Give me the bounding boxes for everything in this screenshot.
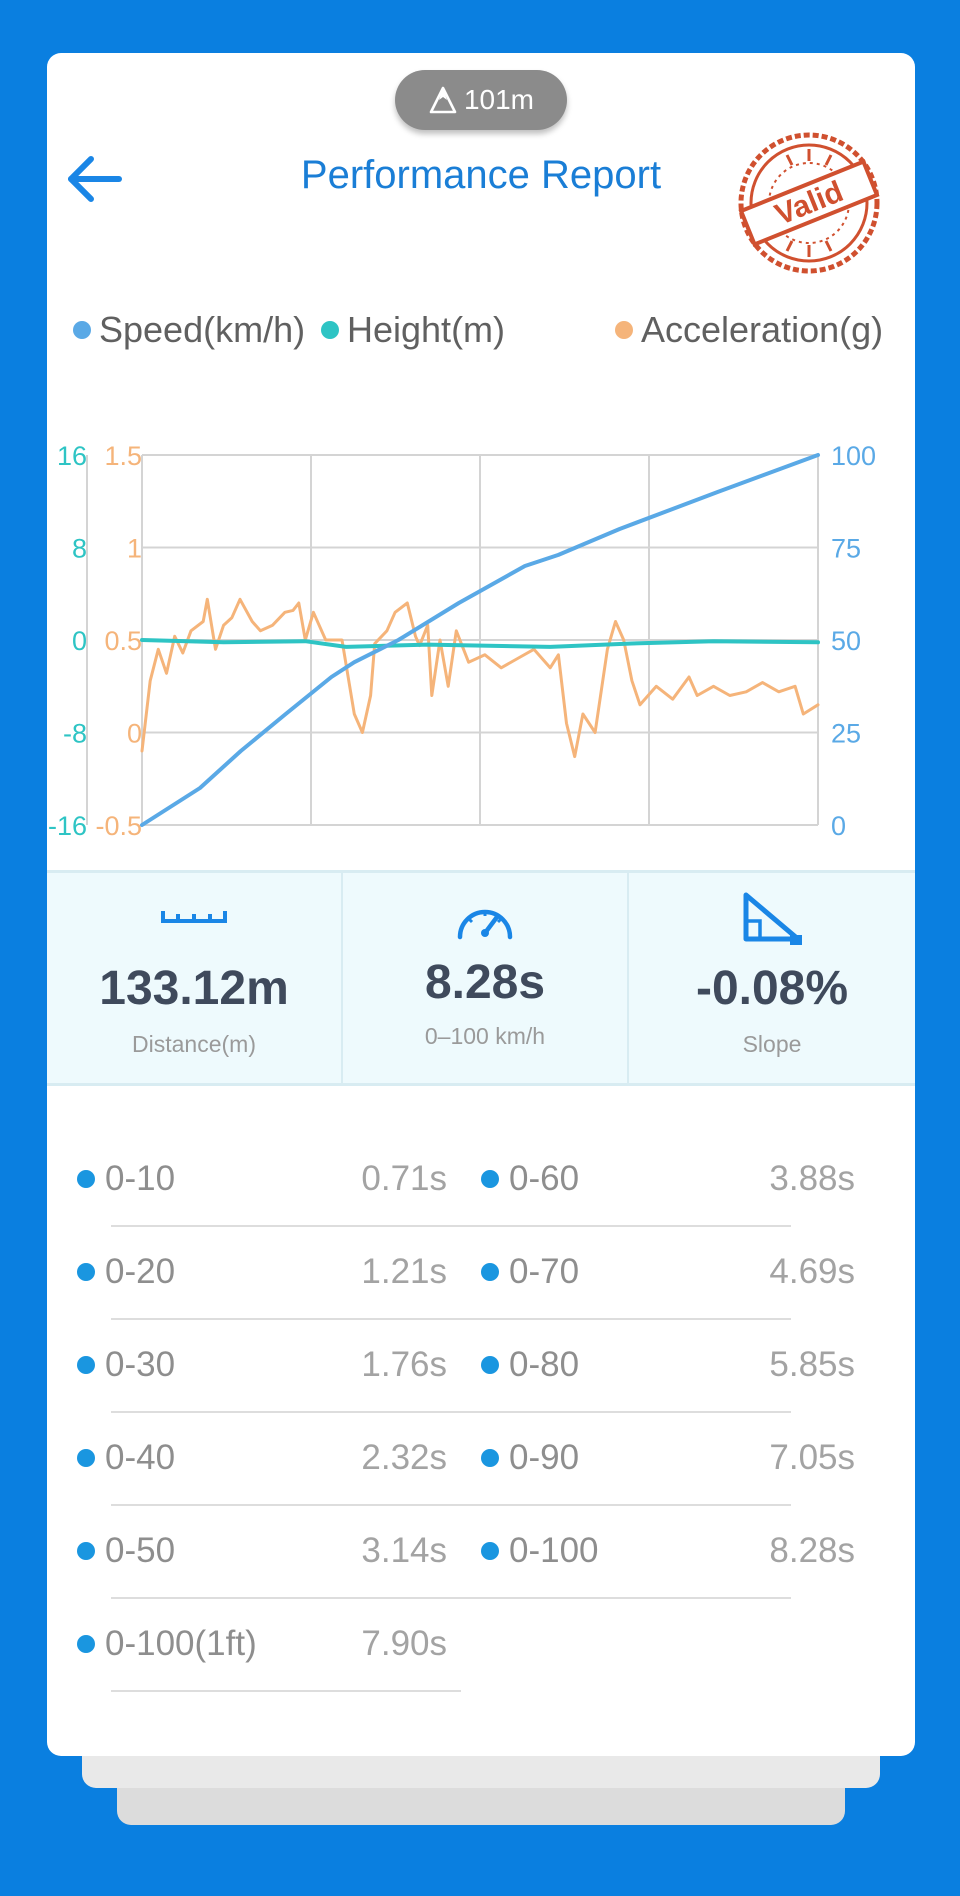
speed-series-line xyxy=(140,453,820,827)
stat-distance: 133.12m Distance(m) xyxy=(47,873,341,1083)
legend-height-swatch xyxy=(321,321,339,339)
row-divider xyxy=(111,1504,791,1506)
bullet-icon xyxy=(77,1263,95,1281)
bullet-icon xyxy=(77,1170,95,1188)
chart-legend: Speed(km/h) Height(m) Acceleration(g) xyxy=(73,309,913,359)
split-time-0-20: 0-20 1.21s xyxy=(47,1226,447,1319)
bullet-icon xyxy=(77,1542,95,1560)
row-divider xyxy=(111,1597,791,1599)
table-row: 0-10 0.71s 0-60 3.88s xyxy=(47,1133,915,1227)
bullet-icon xyxy=(77,1449,95,1467)
table-row: 0-50 3.14s 0-100 8.28s xyxy=(47,1505,915,1599)
table-row: 0-30 1.76s 0-80 5.85s xyxy=(47,1319,915,1413)
legend-speed-label: Speed(km/h) xyxy=(99,309,306,350)
split-time-0-60: 0-60 3.88s xyxy=(451,1133,855,1226)
stat-acceleration-time: 8.28s 0–100 km/h xyxy=(343,873,627,1083)
row-divider xyxy=(111,1411,791,1413)
height-tick-label: 0 xyxy=(72,626,87,656)
split-time-0-70: 0-70 4.69s xyxy=(451,1226,855,1319)
bullet-icon xyxy=(481,1449,499,1467)
bullet-icon xyxy=(481,1170,499,1188)
acceleration-tick-label: 0 xyxy=(127,719,142,749)
stat-slope-value: -0.08% xyxy=(695,962,849,1015)
stat-distance-label: Distance(m) xyxy=(132,1031,256,1057)
acceleration-tick-label: 1 xyxy=(127,534,142,564)
stat-slope: -0.08% Slope xyxy=(629,873,915,1083)
split-time-0-30: 0-30 1.76s xyxy=(47,1319,447,1412)
acceleration-series-line xyxy=(140,597,820,759)
split-time-0-90: 0-90 7.05s xyxy=(451,1412,855,1505)
report-card: 101m Performance Report Valid Speed(km/h… xyxy=(47,53,915,1756)
acceleration-tick-label: 0.5 xyxy=(104,626,142,656)
bullet-icon xyxy=(481,1263,499,1281)
acceleration-tick-label: -0.5 xyxy=(95,811,142,841)
row-divider xyxy=(111,1318,791,1320)
speed-tick-label: 0 xyxy=(831,811,846,841)
valid-stamp: Valid xyxy=(738,132,880,274)
speed-tick-label: 50 xyxy=(831,626,861,656)
speed-tick-label: 75 xyxy=(831,534,861,564)
row-divider xyxy=(111,1690,461,1692)
height-tick-label: -16 xyxy=(48,811,87,841)
legend-speed: Speed(km/h) xyxy=(73,309,305,351)
legend-speed-swatch xyxy=(73,321,91,339)
arrow-left-icon xyxy=(68,156,122,202)
stat-time-label: 0–100 km/h xyxy=(424,1023,546,1049)
bullet-icon xyxy=(481,1356,499,1374)
stat-slope-label: Slope xyxy=(742,1031,802,1057)
legend-acceleration: Acceleration(g) xyxy=(615,309,883,351)
split-time-0-100-1ft: 0-100(1ft) 7.90s xyxy=(47,1598,447,1691)
speed-tick-label: 25 xyxy=(831,719,861,749)
stat-divider xyxy=(341,873,343,1083)
speedometer-icon xyxy=(457,909,513,940)
back-button[interactable] xyxy=(61,151,125,207)
split-time-0-50: 0-50 3.14s xyxy=(47,1505,447,1598)
legend-height-label: Height(m) xyxy=(347,309,506,350)
table-row: 0-40 2.32s 0-90 7.05s xyxy=(47,1412,915,1506)
split-time-0-10: 0-10 0.71s xyxy=(47,1133,447,1226)
height-tick-label: 16 xyxy=(57,441,87,471)
height-tick-label: -8 xyxy=(63,719,87,749)
stat-time-value: 8.28s xyxy=(424,956,546,1009)
speed-tick-label: 100 xyxy=(831,441,876,471)
split-time-0-80: 0-80 5.85s xyxy=(451,1319,855,1412)
altitude-badge: 101m xyxy=(395,70,567,130)
split-time-0-100: 0-100 8.28s xyxy=(451,1505,855,1598)
row-divider xyxy=(111,1225,791,1227)
legend-acceleration-swatch xyxy=(615,321,633,339)
bullet-icon xyxy=(77,1356,95,1374)
table-row: 0-20 1.21s 0-70 4.69s xyxy=(47,1226,915,1320)
height-series-line xyxy=(140,638,820,649)
mountain-icon xyxy=(429,86,457,114)
stat-divider xyxy=(627,873,629,1083)
stat-distance-value: 133.12m xyxy=(99,962,289,1015)
stats-panel: 133.12m Distance(m) 8.28s 0–100 km/h xyxy=(47,870,915,1086)
bullet-icon xyxy=(481,1542,499,1560)
legend-acceleration-label: Acceleration(g) xyxy=(641,309,884,350)
split-time-0-40: 0-40 2.32s xyxy=(47,1412,447,1505)
ruler-icon xyxy=(161,911,227,923)
legend-height: Height(m) xyxy=(321,309,505,351)
bullet-icon xyxy=(77,1635,95,1653)
slope-icon xyxy=(743,892,802,945)
altitude-value: 101m xyxy=(463,84,535,115)
acceleration-tick-label: 1.5 xyxy=(104,441,142,471)
page-title: Performance Report xyxy=(300,153,662,197)
height-tick-label: 8 xyxy=(72,534,87,564)
table-row: 0-100(1ft) 7.90s xyxy=(47,1598,915,1692)
performance-chart: 16 1.5 100 8 1 75 0 0.5 50 -8 0 25 -16 -0.5 0 xyxy=(48,441,876,841)
